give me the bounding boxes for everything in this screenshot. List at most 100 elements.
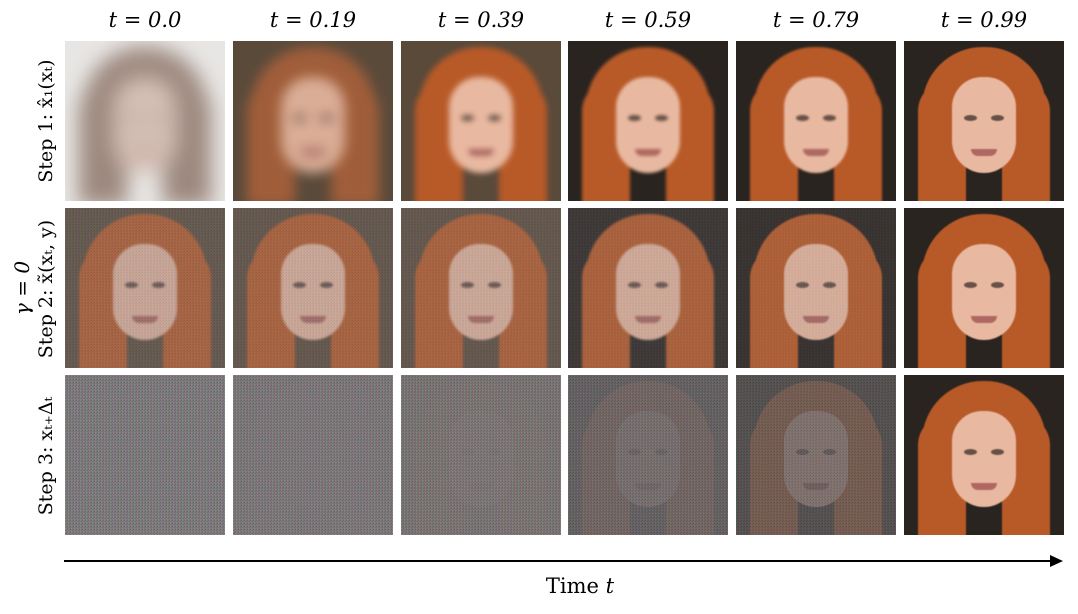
face-skin-shape [281, 244, 345, 340]
eye-shape [152, 282, 165, 288]
eye-shape [823, 282, 836, 288]
face-skin-shape [113, 244, 177, 340]
mouth-shape [468, 149, 494, 156]
row-label-step1: Step 1: x̂₁(xₜ) [35, 59, 57, 183]
hair-l-shape [582, 415, 630, 535]
face-skin-shape [616, 77, 680, 173]
time-axis-label-text: Time [545, 574, 606, 598]
eye-shape [628, 115, 641, 121]
eye-shape [796, 115, 809, 121]
face-skin-shape [449, 244, 513, 340]
image-tile-r3-c1 [65, 375, 225, 535]
eye-shape [488, 282, 501, 288]
face-image [904, 41, 1064, 201]
face-image [736, 41, 896, 201]
noise-overlay [233, 208, 393, 368]
mouth-shape [971, 316, 997, 323]
col-header-0: t = 0.0 [108, 8, 182, 32]
eye-shape [320, 282, 333, 288]
eye-shape [991, 115, 1004, 121]
eye-shape [964, 449, 977, 455]
face-image [736, 208, 896, 368]
hair-l-shape [750, 415, 798, 535]
mouth-shape [468, 316, 494, 323]
eye-shape [964, 282, 977, 288]
eye-shape [628, 449, 641, 455]
eye-shape [823, 449, 836, 455]
col-header-2: t = 0.39 [437, 8, 525, 32]
image-tile-r1-c2 [233, 41, 393, 201]
face-image [736, 375, 896, 535]
eye-shape [628, 282, 641, 288]
image-tile-r1-c3 [401, 41, 561, 201]
time-axis-line [64, 560, 1054, 562]
image-tile-r1-c6 [904, 41, 1064, 201]
face-skin-shape [616, 244, 680, 340]
eye-shape [823, 115, 836, 121]
face-skin-shape [784, 411, 848, 507]
eye-shape [461, 115, 474, 121]
hair-r-shape [666, 415, 714, 535]
image-tile-r1-c4 [568, 41, 728, 201]
face-image [233, 41, 393, 201]
noise-overlay [736, 208, 896, 368]
mouth-shape [635, 483, 661, 490]
face-skin-shape [784, 77, 848, 173]
eye-shape [488, 115, 501, 121]
eye-shape [293, 115, 306, 121]
eye-shape [655, 282, 668, 288]
face-image [65, 208, 225, 368]
row-label-step2: Step 2: x̃(xₜ, y) [35, 219, 57, 359]
image-tile-r3-c3 [401, 375, 561, 535]
col-header-3: t = 0.59 [604, 8, 692, 32]
row-label-step3: Step 3: xₜ₊Δₜ [35, 396, 57, 516]
col-header-1: t = 0.19 [269, 8, 357, 32]
face-image [233, 208, 393, 368]
face-image [401, 41, 561, 201]
noise-overlay [568, 208, 728, 368]
face-image [568, 41, 728, 201]
image-tile-r1-c5 [736, 41, 896, 201]
face-image [904, 375, 1064, 535]
mouth-shape [300, 149, 326, 156]
eye-shape [655, 449, 668, 455]
face-skin-shape [952, 411, 1016, 507]
time-axis-label: Time t [480, 574, 680, 598]
mouth-shape [635, 316, 661, 323]
mouth-shape [300, 316, 326, 323]
image-tile-r2-c3 [401, 208, 561, 368]
image-tile-r2-c1 [65, 208, 225, 368]
col-header-5: t = 0.99 [940, 8, 1028, 32]
eye-shape [655, 115, 668, 121]
eye-shape [152, 115, 165, 121]
noise-overlay [65, 375, 225, 535]
image-tile-r3-c2 [233, 375, 393, 535]
face-image [401, 208, 561, 368]
tile-background [568, 375, 728, 535]
face-image [568, 375, 728, 535]
time-axis-arrowhead [1050, 555, 1063, 567]
face-skin-shape [616, 411, 680, 507]
tile-background [736, 375, 896, 535]
mouth-shape [132, 316, 158, 323]
eye-shape [964, 115, 977, 121]
eye-shape [125, 282, 138, 288]
face-skin-shape [784, 244, 848, 340]
mouth-shape [971, 149, 997, 156]
eye-shape [125, 115, 138, 121]
face-skin-shape [952, 244, 1016, 340]
hair-r-shape [834, 415, 882, 535]
noise-overlay [401, 208, 561, 368]
mouth-shape [635, 149, 661, 156]
mouth-shape [971, 483, 997, 490]
face-skin-shape [113, 77, 177, 173]
image-tile-r2-c4 [568, 208, 728, 368]
eye-shape [320, 115, 333, 121]
face-skin-shape [449, 77, 513, 173]
gamma-label: γ = 0 [10, 260, 34, 316]
noise-overlay [65, 208, 225, 368]
hair-top-shape [754, 381, 878, 471]
image-tile-r1-c1 [65, 41, 225, 201]
image-tile-r3-c4 [568, 375, 728, 535]
mouth-shape [803, 316, 829, 323]
